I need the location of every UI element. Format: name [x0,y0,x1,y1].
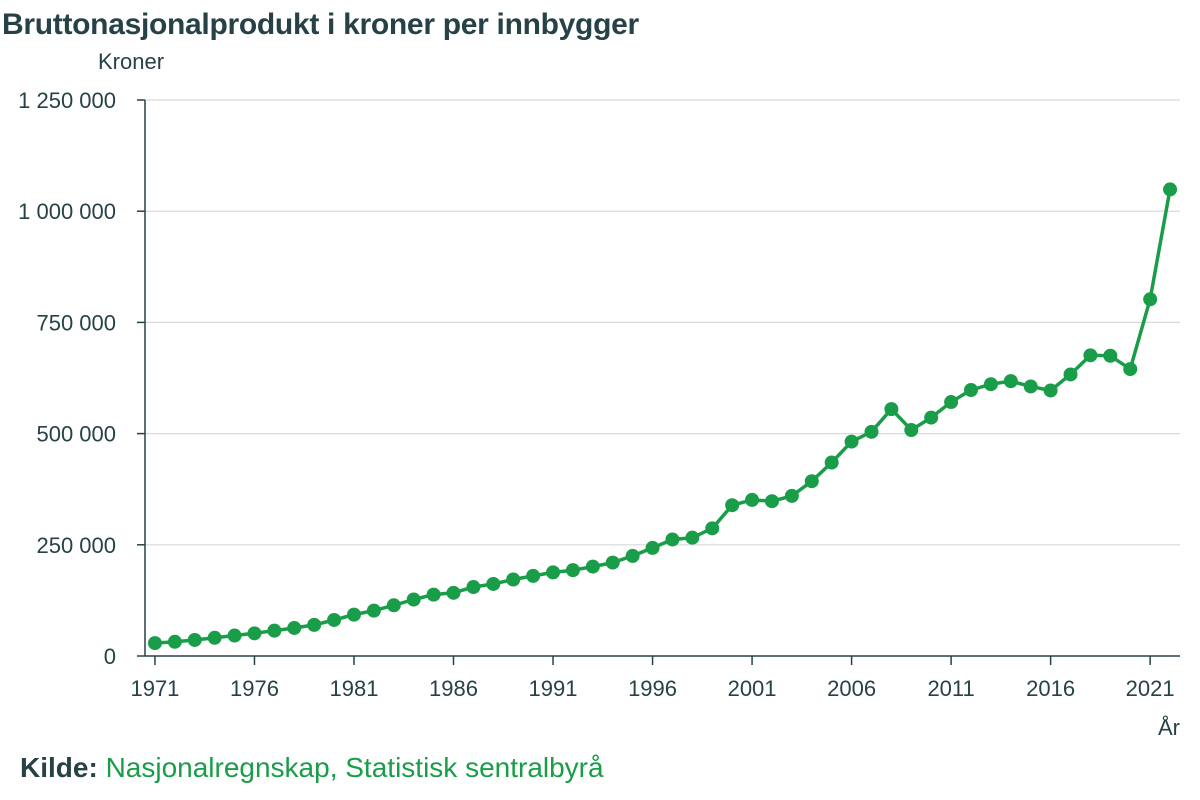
data-point-2003 [784,488,799,503]
data-point-2015 [1023,379,1038,394]
y-tick-label-3: 750 000 [36,310,116,335]
data-point-2020 [1123,362,1138,377]
data-point-1987 [466,580,481,595]
data-point-1980 [327,612,342,627]
data-point-2016 [1043,383,1058,398]
source-label: Kilde: [20,752,98,783]
data-point-1992 [565,563,580,578]
x-tick-label-6: 2001 [728,676,777,701]
data-point-2000 [725,498,740,513]
data-point-1978 [287,620,302,635]
data-point-2012 [964,383,979,398]
data-point-1999 [705,521,720,536]
x-tick-label-0: 1971 [130,676,179,701]
source-text: Nasjonalregnskap, Statistisk sentralbyrå [105,752,604,783]
data-point-1989 [506,572,521,587]
data-point-1991 [546,565,561,580]
data-point-1975 [227,628,242,643]
data-point-1990 [526,568,541,583]
data-point-2010 [924,410,939,425]
series-group [147,182,1178,651]
data-point-2009 [904,423,919,438]
data-point-2008 [884,402,899,417]
data-point-2002 [764,494,779,509]
data-point-1972 [167,634,182,649]
source-note: Kilde: Nasjonalregnskap, Statistisk sent… [20,752,604,784]
data-point-2017 [1063,367,1078,382]
data-point-1976 [247,626,262,641]
y-tick-label-0: 0 [104,644,116,669]
x-tick-label-10: 2021 [1126,676,1175,701]
data-point-1979 [307,617,322,632]
data-point-2014 [1003,374,1018,389]
y-tick-label-4: 1 000 000 [18,199,116,224]
data-point-1977 [267,623,282,638]
y-tick-label-1: 250 000 [36,533,116,558]
x-axis-ticks: 1971 1976 1981 1986 1991 1996 2001 2006 2011 2016… [130,656,1175,701]
series-line-0 [154,189,1172,645]
x-tick-label-5: 1996 [628,676,677,701]
data-point-2018 [1083,348,1098,363]
data-point-1986 [446,585,461,600]
data-point-1983 [386,598,401,613]
data-point-1982 [366,603,381,618]
data-point-2022 [1163,182,1178,197]
x-tick-label-4: 1991 [529,676,578,701]
data-point-2005 [824,455,839,470]
data-point-2019 [1103,348,1118,363]
x-tick-label-7: 2006 [827,676,876,701]
y-axis-label: Kroner [98,49,164,74]
data-point-1973 [187,632,202,647]
data-point-1971 [147,636,162,651]
x-tick-label-1: 1976 [230,676,279,701]
x-tick-label-9: 2016 [1026,676,1075,701]
data-point-1981 [346,607,361,622]
y-axis-ticks: 0 250 000 500 000 750 000 1 000 000 1 250 000 [18,88,145,669]
data-point-2004 [804,474,819,489]
y-tick-label-5: 1 250 000 [18,88,116,113]
data-point-1996 [645,540,660,555]
data-point-1994 [605,555,620,570]
y-tick-label-2: 500 000 [36,422,116,447]
data-point-2006 [844,434,859,449]
data-point-1985 [426,587,441,602]
data-point-1974 [207,630,222,645]
data-point-1984 [406,592,421,607]
data-point-2013 [983,377,998,392]
x-axis-label: År [1158,715,1180,740]
x-tick-label-8: 2011 [927,676,974,701]
data-point-2011 [944,395,959,410]
data-point-1995 [625,548,640,563]
chart-title: Bruttonasjonalprodukt i kroner per innby… [2,8,639,41]
data-point-1998 [685,530,700,545]
data-point-2001 [745,492,760,507]
data-point-1993 [585,559,600,574]
x-tick-label-3: 1986 [429,676,478,701]
data-point-1988 [486,576,501,591]
data-point-1997 [665,532,680,547]
data-point-2021 [1143,292,1158,307]
x-tick-label-2: 1981 [330,676,379,701]
gridlines [145,99,1180,546]
data-point-2007 [864,424,879,439]
